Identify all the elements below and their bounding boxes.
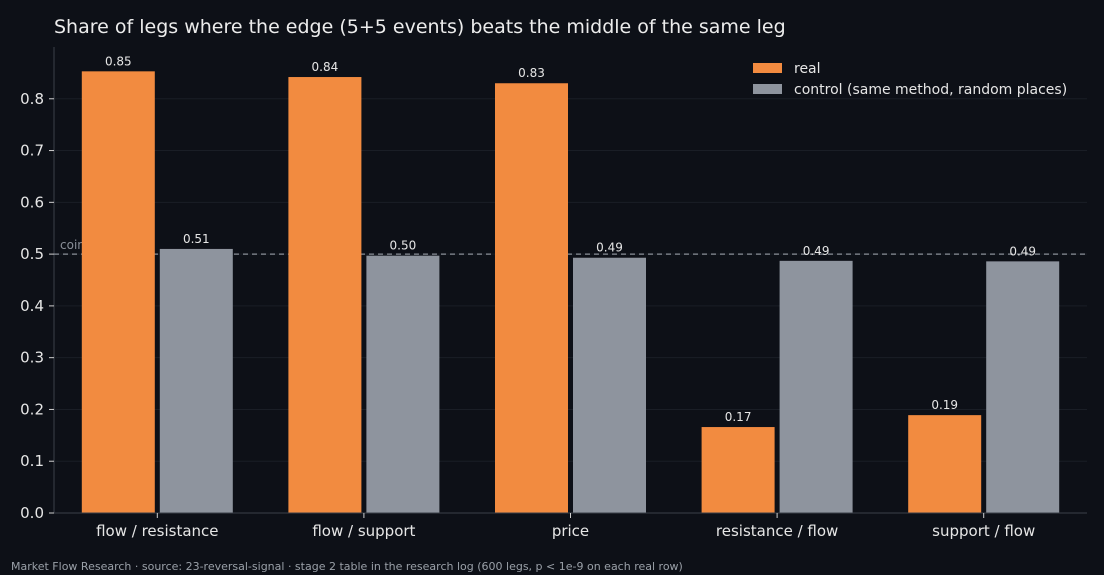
y-axis: 0.0 0.1 0.2 0.3 0.4 0.5 0.6 0.7 0.8 <box>20 47 55 522</box>
bar-real <box>495 83 568 513</box>
bar-real <box>701 427 775 513</box>
value-label: 0.17 <box>725 410 752 424</box>
bar-control <box>573 257 646 513</box>
value-label: 0.50 <box>390 239 417 253</box>
x-axis: flow / resistance flow / support price resi… <box>54 512 1087 540</box>
y-tick-label: 0.1 <box>20 452 44 470</box>
chart-title: Share of legs where the edge (5+5 events… <box>54 16 786 38</box>
x-tick-label: flow / resistance <box>96 522 218 540</box>
value-label: 0.84 <box>312 60 339 74</box>
bar-real <box>908 415 982 513</box>
y-tick-label: 0.3 <box>20 349 44 367</box>
y-tick-label: 0.6 <box>20 193 44 211</box>
y-tick-label: 0.4 <box>20 297 44 315</box>
x-tick-label: flow / support <box>312 522 415 540</box>
bar-control <box>159 248 233 513</box>
y-tick-label: 0.7 <box>20 142 44 160</box>
legend-label-control: control (same method, random places) <box>794 82 1067 98</box>
value-label: 0.83 <box>518 66 545 80</box>
x-tick-label: support / flow <box>932 522 1035 540</box>
x-tick-label: price <box>552 522 589 540</box>
legend-swatch-real <box>753 63 782 73</box>
bar-control <box>779 260 853 513</box>
value-labels: 0.85 0.51 0.84 0.50 0.83 0.49 0.17 0.49 0.19 0.49 <box>105 54 1036 424</box>
bar-real <box>81 71 155 513</box>
bar-control <box>986 261 1060 513</box>
legend-label-real: real <box>794 61 821 77</box>
y-tick-label: 0.2 <box>20 400 44 418</box>
y-tick-label: 0.5 <box>20 245 44 263</box>
value-label: 0.49 <box>1009 244 1036 258</box>
value-label: 0.49 <box>596 241 623 255</box>
y-tick-label: 0.0 <box>20 504 44 522</box>
legend-swatch-control <box>753 84 782 94</box>
value-label: 0.49 <box>803 244 830 258</box>
legend: real control (same method, random places… <box>753 61 1067 98</box>
bar-control <box>366 255 440 514</box>
y-tick-label: 0.8 <box>20 90 44 108</box>
value-label: 0.85 <box>105 54 132 68</box>
bars <box>81 71 1060 514</box>
value-label: 0.51 <box>183 232 210 246</box>
value-label: 0.19 <box>931 398 958 412</box>
footer-source: Market Flow Research · source: 23-revers… <box>11 560 683 573</box>
bar-real <box>288 77 362 513</box>
x-tick-label: resistance / flow <box>716 522 838 540</box>
